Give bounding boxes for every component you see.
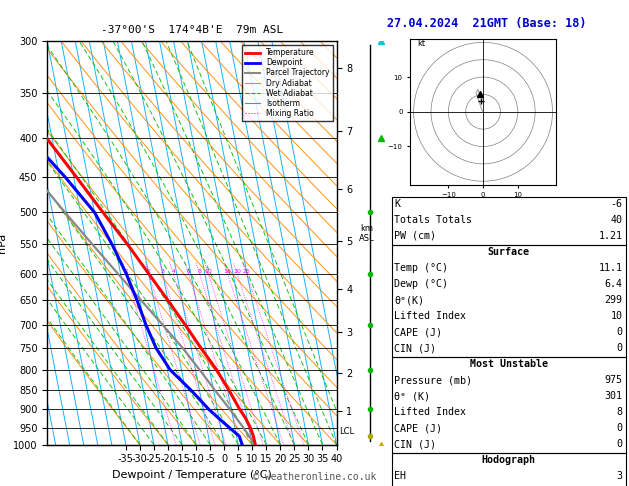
Text: Most Unstable: Most Unstable: [470, 359, 548, 369]
Text: 8: 8: [198, 269, 201, 274]
Y-axis label: hPa: hPa: [0, 233, 8, 253]
Text: 1.21: 1.21: [599, 231, 623, 241]
Text: CIN (J): CIN (J): [394, 343, 437, 353]
Text: 40: 40: [611, 215, 623, 225]
Text: 8: 8: [616, 407, 623, 417]
Text: 3: 3: [161, 269, 165, 274]
Text: 0: 0: [616, 343, 623, 353]
Text: kt: kt: [417, 39, 425, 48]
Text: 3: 3: [616, 471, 623, 482]
Text: LCL: LCL: [340, 427, 355, 435]
Text: Pressure (mb): Pressure (mb): [394, 375, 472, 385]
Text: 975: 975: [604, 375, 623, 385]
Text: © weatheronline.co.uk: © weatheronline.co.uk: [253, 472, 376, 482]
Text: -6: -6: [611, 199, 623, 209]
Text: Lifted Index: Lifted Index: [394, 407, 466, 417]
Text: θᵉ (K): θᵉ (K): [394, 391, 430, 401]
Text: CAPE (J): CAPE (J): [394, 327, 442, 337]
Text: CIN (J): CIN (J): [394, 439, 437, 450]
Text: θᵉ(K): θᵉ(K): [394, 295, 425, 305]
Text: K: K: [394, 199, 401, 209]
Text: Dewp (°C): Dewp (°C): [394, 279, 448, 289]
Text: CAPE (J): CAPE (J): [394, 423, 442, 434]
Text: 0: 0: [616, 327, 623, 337]
Text: 2: 2: [147, 269, 151, 274]
Text: 299: 299: [604, 295, 623, 305]
Text: 10: 10: [204, 269, 212, 274]
Y-axis label: km
ASL: km ASL: [359, 224, 374, 243]
Text: Temp (°C): Temp (°C): [394, 263, 448, 273]
Legend: Temperature, Dewpoint, Parcel Trajectory, Dry Adiabat, Wet Adiabat, Isotherm, Mi: Temperature, Dewpoint, Parcel Trajectory…: [242, 45, 333, 121]
Text: Hodograph: Hodograph: [482, 455, 536, 466]
Text: 301: 301: [604, 391, 623, 401]
Text: 6: 6: [186, 269, 190, 274]
Text: 10: 10: [611, 311, 623, 321]
Text: 6.4: 6.4: [604, 279, 623, 289]
Text: PW (cm): PW (cm): [394, 231, 437, 241]
Text: 27.04.2024  21GMT (Base: 18): 27.04.2024 21GMT (Base: 18): [387, 17, 587, 30]
Text: 0: 0: [616, 423, 623, 434]
Text: 0: 0: [616, 439, 623, 450]
Text: 4: 4: [171, 269, 175, 274]
Text: 25: 25: [243, 269, 250, 274]
Text: Totals Totals: Totals Totals: [394, 215, 472, 225]
Text: 1: 1: [124, 269, 128, 274]
Title: -37°00'S  174°4B'E  79m ASL: -37°00'S 174°4B'E 79m ASL: [101, 25, 283, 35]
Text: 16: 16: [224, 269, 231, 274]
Text: 20: 20: [233, 269, 241, 274]
Text: Lifted Index: Lifted Index: [394, 311, 466, 321]
Text: 11.1: 11.1: [599, 263, 623, 273]
Text: Surface: Surface: [488, 247, 530, 257]
Text: EH: EH: [394, 471, 406, 482]
X-axis label: Dewpoint / Temperature (°C): Dewpoint / Temperature (°C): [112, 470, 272, 480]
